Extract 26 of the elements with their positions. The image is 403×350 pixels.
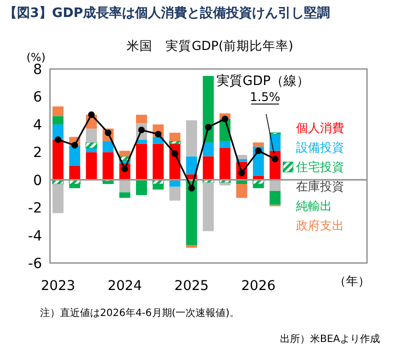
- y-axis-title: (%): [26, 51, 46, 64]
- text: 実質GDP（線）: [216, 73, 310, 89]
- y-tick-label: 4: [33, 117, 42, 134]
- y-tick-label: 0: [33, 172, 42, 189]
- series-label: 在庫投資: [296, 180, 344, 194]
- text: 注）直近値は2026年4-6月期(一次速報値)。: [40, 307, 240, 319]
- x-tick-label: 2025: [174, 278, 209, 294]
- data-label: 1.5%: [250, 90, 280, 104]
- series-label: 個人消費: [296, 121, 344, 135]
- x-tick-label: 2026: [241, 278, 276, 294]
- y-tick-label: -6: [28, 256, 42, 272]
- chart-title: 【図3】GDP成長率は個人消費と設備投資けん引し堅調: [4, 5, 330, 21]
- y-tick-label: 6: [33, 90, 42, 106]
- x-tick-label: 2023: [40, 278, 76, 294]
- legend-label: 住宅投資: [295, 160, 344, 174]
- y-tick-label: -2: [28, 200, 42, 217]
- series-label: 純輸出: [296, 199, 332, 213]
- series-label: 政府支出: [296, 218, 344, 232]
- x-tick-label: 2024: [108, 278, 142, 294]
- series-label: 設備投資: [296, 140, 344, 154]
- chart-subtitle: 米国 実質GDP(前期比年率): [126, 38, 294, 53]
- y-tick-label: 8: [33, 62, 42, 78]
- text: 出所）米BEAより作成: [280, 333, 380, 345]
- y-tick-label: -4: [28, 228, 42, 244]
- y-tick-label: 2: [33, 145, 42, 162]
- x-axis-title: （年）: [334, 274, 370, 288]
